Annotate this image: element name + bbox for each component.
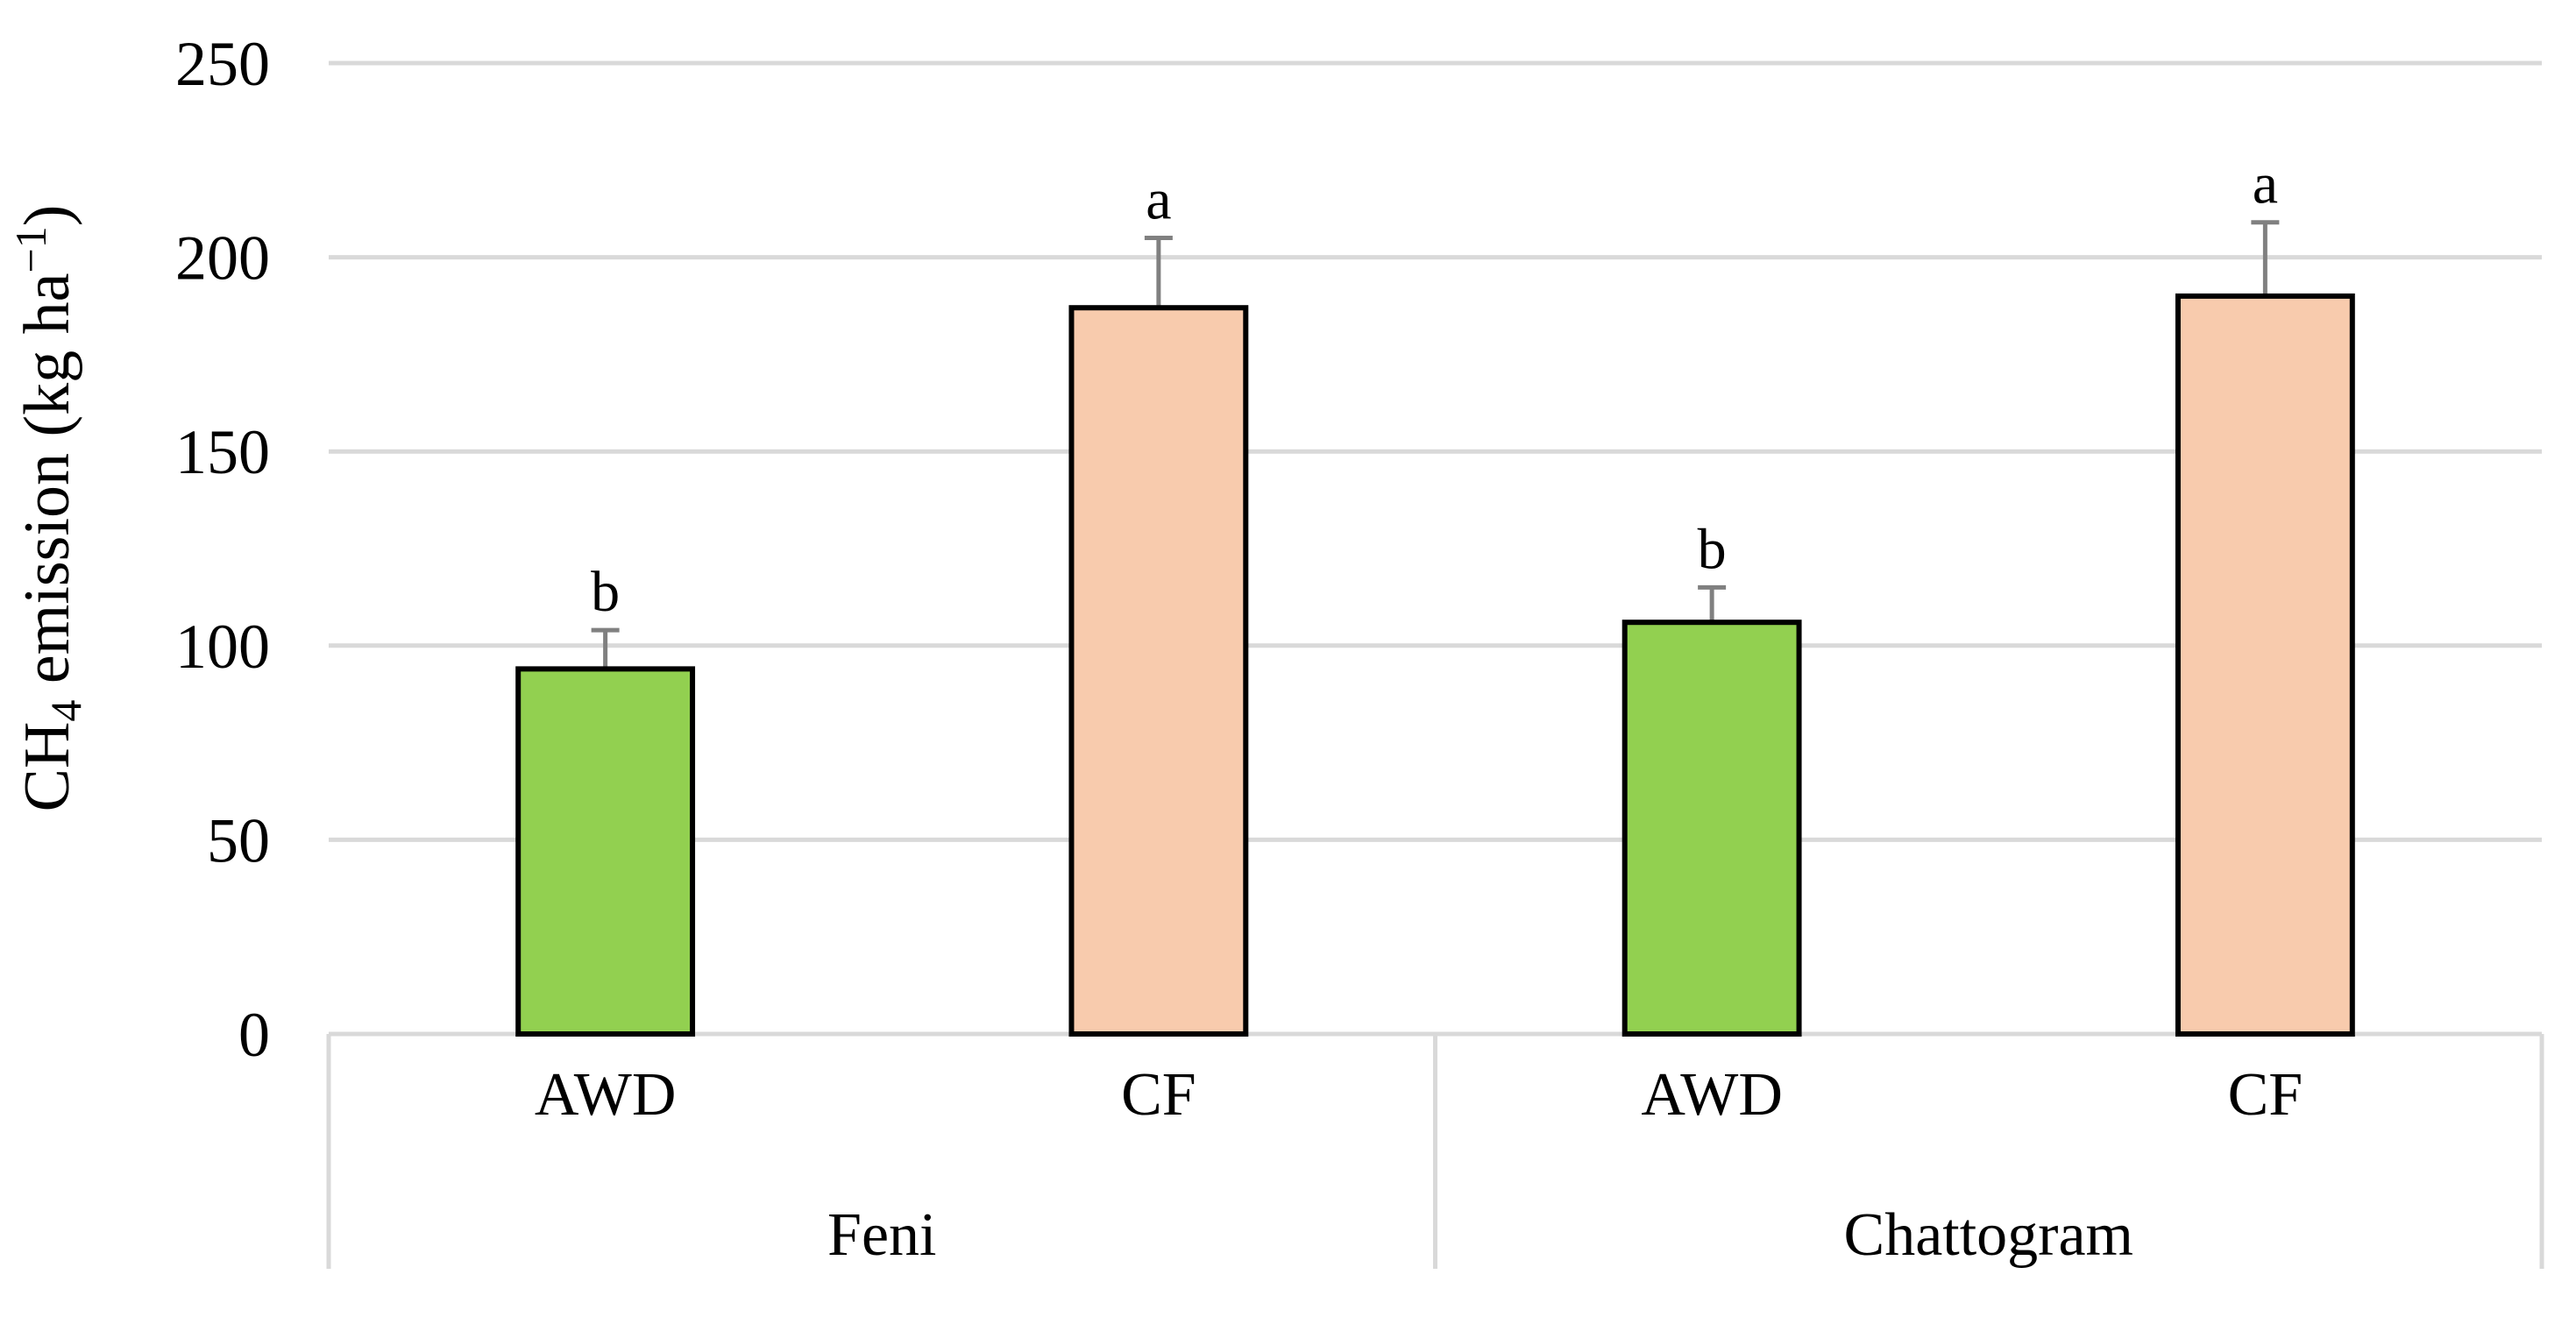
gridlines (329, 60, 2542, 842)
axes (326, 1031, 2544, 1269)
x-category-label: CF (1121, 1061, 1196, 1129)
x-category-label: CF (2228, 1061, 2303, 1129)
significance-letter: b (1698, 517, 1727, 581)
y-tick-label: 50 (207, 805, 270, 875)
y-tick-label: 200 (175, 223, 270, 294)
significance-letter: b (591, 560, 620, 624)
significance-letter: a (2253, 152, 2278, 216)
y-axis-label-superscript: −1 (6, 226, 55, 273)
y-axis-label-middle: emission (kg ha (11, 273, 83, 699)
y-tick-label: 150 (175, 417, 270, 487)
bar-chattogram-awd (1622, 620, 1802, 1037)
bar-feni-awd (515, 666, 696, 1037)
x-category-label: AWD (535, 1061, 677, 1129)
y-tick-label: 100 (175, 612, 270, 682)
y-tick-label: 0 (238, 1000, 270, 1070)
y-axis-label: CH4 emission (kg ha−1) (6, 205, 90, 812)
y-axis-label-main: CH (11, 722, 83, 812)
bars (515, 220, 2355, 1037)
labels: 0 50 100 150 200 250 b AWD a CF Feni b AWD a CF Chattog… (175, 29, 2303, 1269)
x-group-label: Chattogram (1844, 1201, 2133, 1269)
y-axis-label-end: ) (11, 205, 83, 227)
x-group-label: Feni (827, 1201, 936, 1269)
significance-letter: a (1146, 167, 1171, 231)
x-category-label: AWD (1641, 1061, 1783, 1129)
bar-chattogram-cf (2175, 293, 2355, 1037)
y-tick-label: 250 (175, 29, 270, 99)
y-axis-label-subscript: 4 (41, 700, 90, 722)
bar-feni-cf (1068, 305, 1249, 1037)
